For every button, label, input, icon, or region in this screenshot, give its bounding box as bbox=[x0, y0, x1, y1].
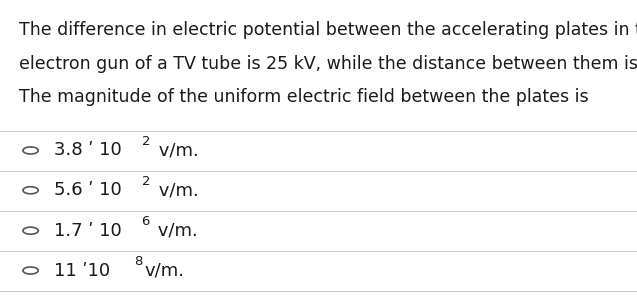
Text: 2: 2 bbox=[141, 135, 150, 148]
Text: v/m.: v/m. bbox=[152, 181, 198, 199]
Text: 3.8 ʹ 10: 3.8 ʹ 10 bbox=[54, 141, 122, 160]
Text: 6: 6 bbox=[141, 215, 150, 228]
Text: 1.7 ʹ 10: 1.7 ʹ 10 bbox=[54, 222, 122, 240]
Text: v/m.: v/m. bbox=[145, 261, 185, 280]
Text: electron gun of a TV tube is 25 kV, while the distance between them is 1.5 cm.: electron gun of a TV tube is 25 kV, whil… bbox=[19, 55, 637, 73]
Text: v/m.: v/m. bbox=[152, 141, 198, 160]
Text: 11 ʹ10: 11 ʹ10 bbox=[54, 261, 116, 280]
Text: The difference in electric potential between the accelerating plates in the: The difference in electric potential bet… bbox=[19, 21, 637, 39]
Text: v/m.: v/m. bbox=[152, 222, 198, 240]
Text: 5.6 ʹ 10: 5.6 ʹ 10 bbox=[54, 181, 122, 199]
Text: 8: 8 bbox=[134, 255, 142, 268]
Text: 2: 2 bbox=[141, 175, 150, 188]
Text: The magnitude of the uniform electric field between the plates is: The magnitude of the uniform electric fi… bbox=[19, 88, 589, 106]
